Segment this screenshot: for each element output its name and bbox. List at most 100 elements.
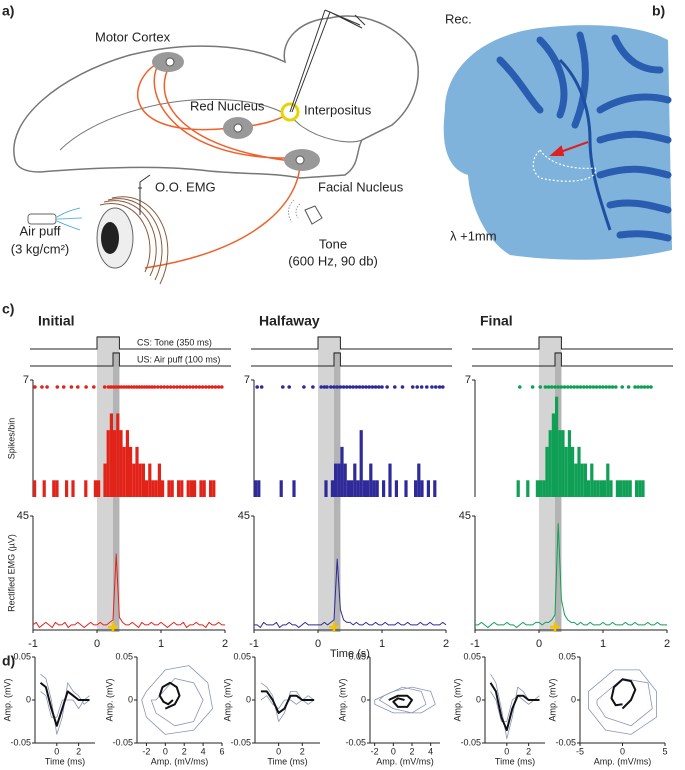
stimulus-label: US: Air puff (100 ms) [137,354,220,364]
spike-dot [150,385,154,389]
spike-dot [329,385,333,389]
x-tick-label: 2 [409,746,414,756]
bar [622,480,626,497]
spike-dot [419,385,424,389]
air-jet [56,207,83,231]
y-tick-label: 7 [244,374,250,386]
x-tick-label: 0 [620,746,625,756]
spike-dot [213,385,218,389]
trace [39,682,90,727]
bar [359,430,363,497]
bar [545,446,549,497]
bar [129,446,133,497]
x-axis-label: Time (ms) [495,756,535,766]
column-title: Initial [38,313,75,329]
bar [33,480,37,497]
y-tick-label: -0.05 [555,737,576,747]
trace [141,665,213,735]
spike-dot [364,385,368,389]
bar [571,446,575,497]
spike-dot [159,385,163,389]
x-tick-label: 0 [163,746,168,756]
pathway [137,61,301,269]
trace [596,678,653,727]
trace [374,686,436,714]
spike-dot [582,385,586,389]
y-tick-label: 0.05 [558,651,576,661]
spike-dot [620,385,624,389]
bar [606,463,610,497]
x-tick-label: 1 [158,638,164,650]
spike-dot [197,385,202,389]
spike-dot [601,385,605,389]
spike-dot [633,385,637,389]
bar [106,430,110,497]
cs-trace [472,336,673,350]
bar [157,463,161,497]
spike-dot [132,385,136,389]
bar [337,463,341,497]
spike-dot [188,385,192,389]
bar [558,430,562,497]
y-tick-label: 0.05 [115,651,133,661]
eye-lid [99,196,169,285]
spike-dot [575,385,580,389]
spike-dot [207,385,211,389]
spike-dot [281,385,285,389]
plots: Initial7Spikes/binHalfaway7Final745Recti… [2,313,673,766]
spike-dot [204,385,208,389]
spike-dot [553,385,557,389]
bar [628,480,632,497]
spike-dot [332,385,336,389]
column-title: Halfaway [259,313,320,329]
spike-dot [172,385,176,389]
bar [109,413,113,497]
spike-dot [639,385,644,389]
x-tick-label: -1 [249,638,259,650]
bar [561,430,565,497]
bar [148,463,152,497]
bar [154,480,158,497]
spike-dot [538,385,543,389]
bar [52,480,56,497]
air-tube [27,213,57,225]
spike-dot [140,385,144,389]
spike-dot [200,385,205,389]
bar [334,463,338,497]
bar [113,430,117,497]
spike-dot [370,385,375,389]
spike-dot [556,385,560,389]
spike-dot [134,385,139,389]
bar [551,413,555,497]
label: O.O. EMG [155,179,216,194]
trace [32,553,225,628]
bar [170,480,174,497]
bar [42,480,46,497]
spike-dot [124,385,129,389]
bar [189,480,193,497]
x-tick-label: 2 [222,638,228,650]
spike-dot [559,385,564,389]
panel-label: c) [2,301,14,317]
bar [55,480,59,497]
bar [186,480,190,497]
spike-dot [649,385,653,389]
bar [404,480,408,497]
bar [603,480,607,497]
spike-dot [341,385,346,389]
spike-dot [607,385,612,389]
spike-dot [437,385,442,389]
folia [558,58,612,231]
bar [97,480,101,497]
x-tick-label: 2 [443,638,449,650]
spike-dot [572,385,576,389]
y-tick-label: -0.05 [112,737,133,747]
spike-dot [357,385,362,389]
bar [580,463,584,497]
label: (3 kg/cm²) [11,241,70,256]
bar [135,446,139,497]
bar [343,463,347,497]
bar [116,413,120,497]
label: Interpositus [304,102,372,117]
